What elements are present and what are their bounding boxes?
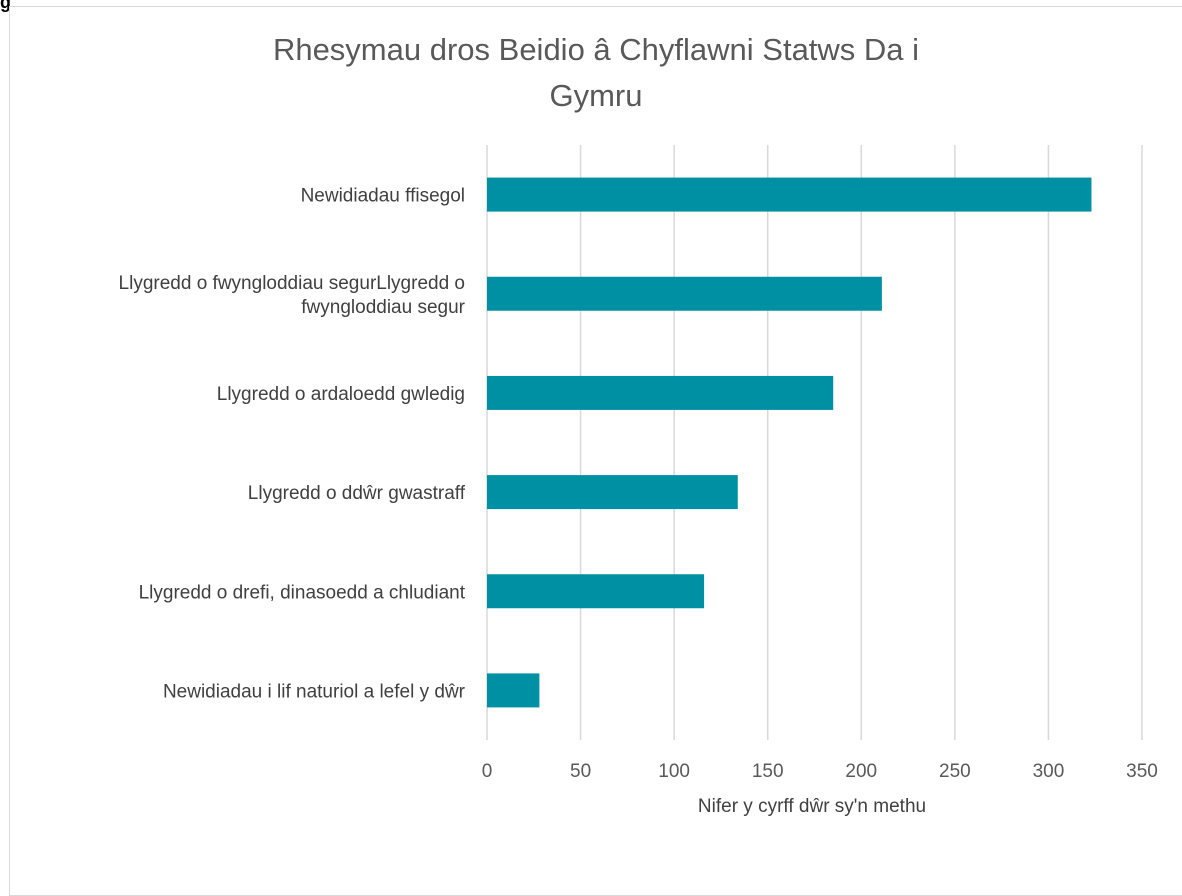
bar <box>487 475 738 510</box>
x-tick-label: 100 <box>658 761 690 782</box>
x-tick-label: 150 <box>752 761 784 782</box>
chart-title: Rhesymau dros Beidio â Chyflawni Statws … <box>273 32 919 113</box>
category-label: Newidiadau i lif naturiol a lefel y dŵr <box>163 681 466 702</box>
x-tick-labels: 0 50 100 150 200 250 300 350 <box>482 761 1158 782</box>
x-tick-label: 250 <box>939 761 971 782</box>
x-tick-label: 350 <box>1126 761 1158 782</box>
category-label: Newidiadau ffisegol <box>301 186 465 207</box>
x-tick-label: 0 <box>482 761 493 782</box>
category-label: Llygredd o ddŵr gwastraff <box>248 483 466 504</box>
chart-title-line: Gymru <box>550 78 643 113</box>
bar <box>487 574 705 609</box>
category-label: fwyngloddiau segur <box>301 297 465 318</box>
x-tick-label: 200 <box>845 761 877 782</box>
bars <box>487 177 1092 708</box>
x-tick-label: 50 <box>570 761 591 782</box>
chart-frame <box>9 6 1182 896</box>
bar <box>487 276 882 311</box>
x-tick-label: 300 <box>1033 761 1065 782</box>
chart-title-line: Rhesymau dros Beidio â Chyflawni Statws … <box>273 32 919 67</box>
category-label: Llygredd o fwyngloddiau segurLlygredd o <box>119 273 465 294</box>
gridlines <box>486 145 1143 740</box>
bar <box>487 673 540 708</box>
category-label: Llygredd o drefi, dinasoedd a chludiant <box>139 582 466 603</box>
x-axis-label: Nifer y cyrff dŵr sy'n methu <box>698 796 926 817</box>
category-label: Llygredd o ardaloedd gwledig <box>217 384 465 405</box>
bar <box>487 375 834 410</box>
category-labels: Newidiadau ffisegol Llygredd o fwyngloddi… <box>119 186 466 703</box>
corner-text: g <box>0 0 11 12</box>
bar <box>487 177 1092 212</box>
